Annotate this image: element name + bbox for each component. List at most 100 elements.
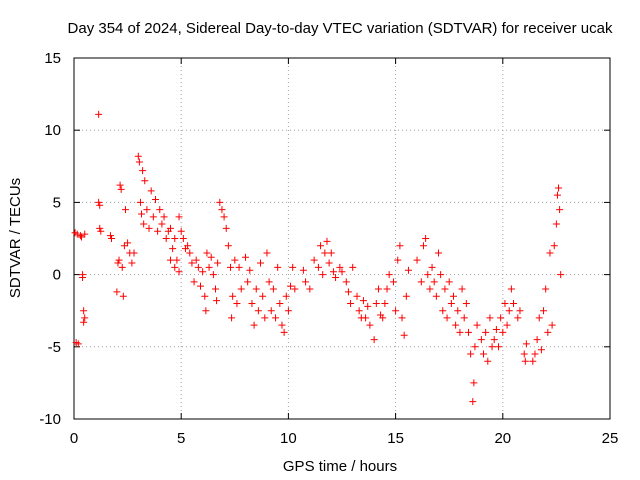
data-point <box>171 235 179 242</box>
data-point <box>96 201 104 209</box>
data-point <box>291 285 299 293</box>
data-point <box>413 256 421 264</box>
data-point <box>121 206 129 214</box>
data-point <box>158 220 166 228</box>
data-point <box>113 288 121 296</box>
data-point <box>224 242 232 250</box>
data-point <box>428 263 436 271</box>
y-tick-label: 5 <box>53 194 61 211</box>
data-point <box>422 235 430 242</box>
data-point <box>434 249 442 257</box>
data-point <box>114 259 122 267</box>
data-point <box>544 328 552 336</box>
data-point <box>76 232 84 240</box>
data-point <box>470 379 478 387</box>
y-axis-label: SDTVAR / TECUs <box>7 178 24 298</box>
data-point <box>516 307 524 315</box>
data-point <box>136 198 144 206</box>
data-point <box>282 292 290 300</box>
data-point <box>252 285 260 293</box>
data-point <box>289 263 297 271</box>
data-point <box>302 278 310 286</box>
data-point <box>321 249 329 257</box>
y-tick-label: 15 <box>44 50 61 67</box>
data-point <box>443 314 451 322</box>
data-point <box>392 307 400 315</box>
data-point <box>477 336 485 344</box>
data-point <box>246 266 254 274</box>
data-point <box>314 263 322 271</box>
data-point <box>106 232 114 240</box>
data-point <box>327 249 335 257</box>
data-point <box>192 256 200 264</box>
data-point <box>117 185 125 193</box>
data-point <box>514 314 522 322</box>
data-point <box>261 314 269 322</box>
data-point <box>398 314 406 322</box>
data-point <box>139 167 147 175</box>
data-point <box>272 314 280 322</box>
data-point <box>143 206 151 214</box>
data-point <box>248 299 256 307</box>
data-point <box>254 307 262 315</box>
data-point <box>118 263 126 271</box>
data-point <box>342 278 350 286</box>
x-tick-label: 0 <box>70 430 78 447</box>
data-point <box>175 213 183 221</box>
data-point <box>96 224 104 232</box>
data-point <box>419 242 427 250</box>
data-point <box>441 285 449 293</box>
data-point <box>278 321 286 329</box>
data-point <box>535 314 543 322</box>
data-point <box>484 357 492 365</box>
data-point <box>507 285 515 293</box>
data-point <box>557 271 565 279</box>
data-point <box>97 227 105 235</box>
data-point <box>216 198 224 206</box>
data-point <box>116 181 124 189</box>
data-point <box>473 321 481 329</box>
data-point <box>553 191 561 199</box>
data-point <box>540 307 548 315</box>
data-point <box>179 235 187 242</box>
data-point <box>135 158 143 166</box>
data-point <box>432 292 440 300</box>
data-point <box>134 152 142 160</box>
data-point <box>355 307 363 315</box>
data-point <box>546 249 554 257</box>
data-point <box>203 249 211 257</box>
data-point <box>531 350 539 358</box>
data-point <box>212 285 220 293</box>
data-point <box>359 297 367 305</box>
data-point <box>81 230 89 238</box>
data-point <box>213 297 221 305</box>
data-point <box>490 336 498 344</box>
data-point <box>138 210 146 218</box>
data-point <box>229 292 237 300</box>
data-point <box>160 213 168 221</box>
data-point <box>471 343 479 351</box>
data-point <box>381 299 389 307</box>
data-point <box>162 235 170 242</box>
data-point <box>276 299 284 307</box>
data-point <box>306 285 314 293</box>
data-point <box>231 256 239 264</box>
data-point <box>389 278 397 286</box>
data-point <box>209 271 217 279</box>
data-point <box>166 224 174 232</box>
data-point <box>166 256 174 264</box>
data-point <box>267 307 275 315</box>
data-point <box>556 206 564 214</box>
data-point <box>520 350 528 358</box>
data-point <box>460 314 468 322</box>
y-tick-label: 10 <box>44 122 61 139</box>
data-point <box>456 328 464 336</box>
data-point <box>555 184 563 192</box>
data-point <box>78 233 86 241</box>
data-point <box>323 237 331 245</box>
data-point <box>250 321 258 329</box>
data-point <box>149 213 157 221</box>
data-point <box>452 321 460 329</box>
data-point <box>202 307 210 315</box>
data-point <box>503 321 511 329</box>
